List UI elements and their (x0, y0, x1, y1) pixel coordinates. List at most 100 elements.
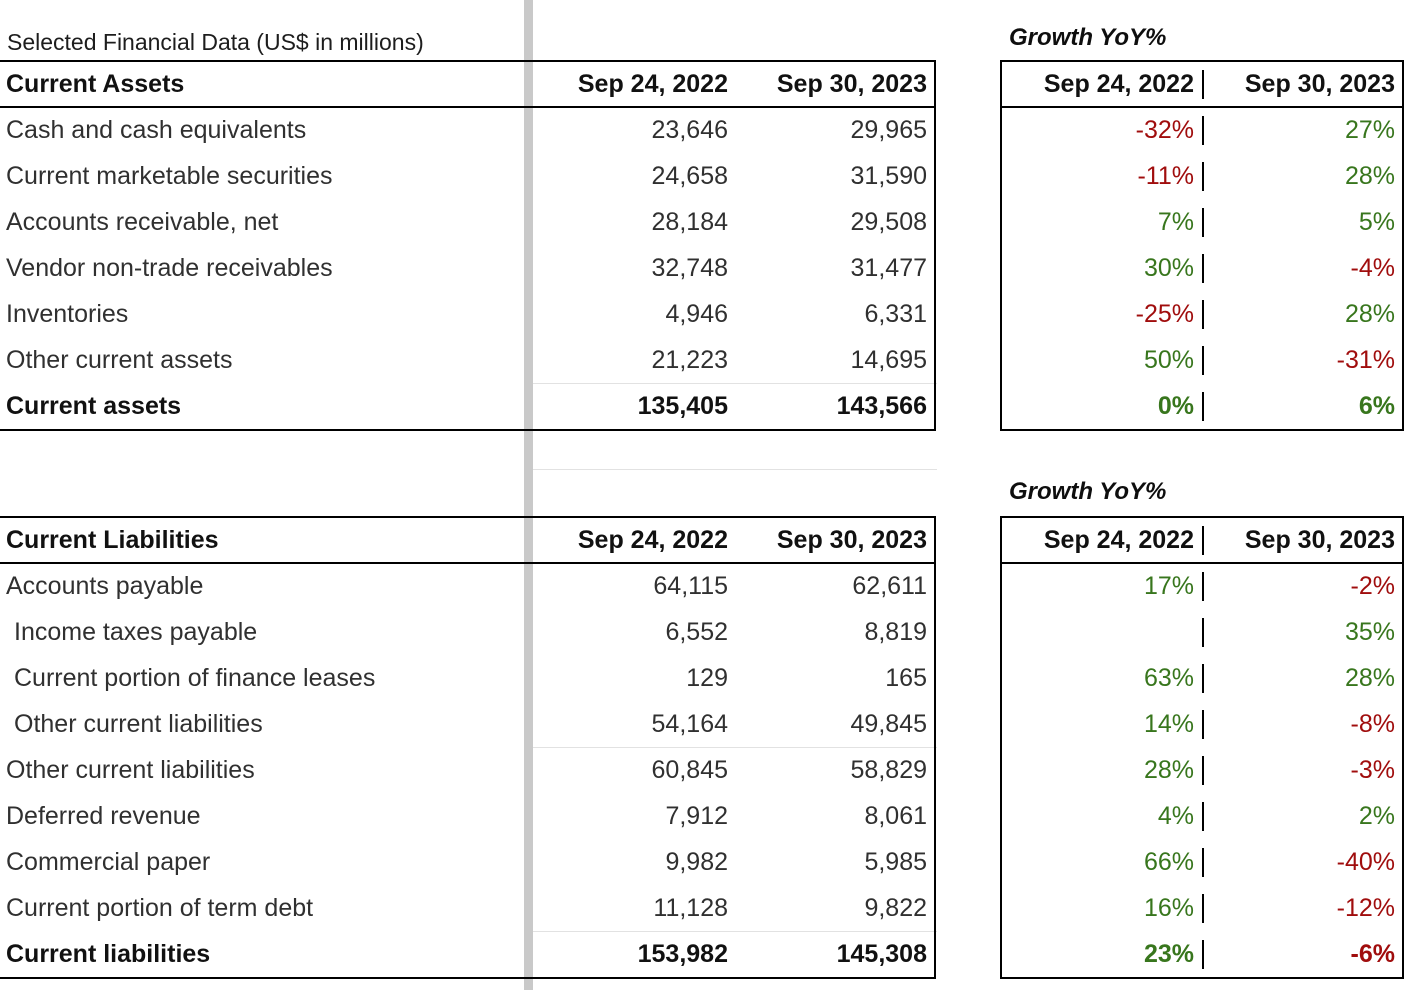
value-2022[interactable]: 7,912 (665, 801, 728, 830)
growth-row[interactable]: 4% 2% (1002, 793, 1402, 839)
growth-row[interactable]: -11% 28% (1002, 154, 1402, 200)
table-row[interactable]: Current portion of term debt 11,128 9,82… (0, 885, 934, 931)
growth-2022[interactable]: 14% (1143, 710, 1194, 739)
row-label[interactable]: Other current assets (6, 345, 233, 374)
liabilities-growth-total-row[interactable]: 23% -6% (1002, 931, 1402, 977)
row-label[interactable]: Deferred revenue (6, 801, 201, 830)
growth-header-row[interactable]: Sep 24, 2022 Sep 30, 2023 (1002, 518, 1402, 564)
growth-row[interactable]: 30% -4% (1002, 246, 1402, 292)
value-2022[interactable]: 32,748 (651, 254, 728, 283)
growth-2022[interactable]: -25% (1135, 300, 1194, 328)
growth-2022[interactable]: 7% (1157, 208, 1194, 237)
value-2022[interactable]: 60,845 (651, 756, 728, 784)
growth-2022[interactable]: 16% (1143, 893, 1194, 922)
growth-row[interactable]: -32% 27% (1002, 108, 1402, 154)
growth-total-2022[interactable]: 23% (1143, 939, 1194, 968)
table-row[interactable]: Deferred revenue 7,912 8,061 (0, 793, 934, 839)
assets-total-row[interactable]: Current assets 135,405 143,566 (0, 383, 934, 429)
growth-2022[interactable]: 30% (1143, 254, 1194, 283)
table-row[interactable]: Cash and cash equivalents 23,646 29,965 (0, 108, 934, 154)
value-2023[interactable]: 6,331 (864, 300, 927, 328)
growth-2023[interactable]: -40% (1202, 847, 1402, 877)
growth-total-2022[interactable]: 0% (1157, 391, 1194, 420)
value-2022[interactable]: 6,552 (665, 618, 728, 647)
column-header-2022[interactable]: Sep 24, 2022 (577, 69, 728, 98)
growth-2022[interactable]: 63% (1143, 664, 1194, 693)
row-label[interactable]: Commercial paper (6, 847, 211, 876)
growth-2023[interactable]: -3% (1202, 756, 1402, 785)
row-label[interactable]: Current marketable securities (6, 162, 333, 191)
column-header-2022[interactable]: Sep 24, 2022 (577, 525, 728, 554)
value-2022[interactable]: 64,115 (653, 572, 728, 601)
growth-total-2023[interactable]: 6% (1202, 391, 1402, 421)
growth-2023[interactable]: 28% (1202, 300, 1402, 329)
growth-2023[interactable]: 27% (1202, 116, 1402, 146)
value-2022[interactable]: 28,184 (651, 208, 728, 237)
value-2023[interactable]: 9,822 (864, 893, 927, 922)
value-2022[interactable]: 21,223 (651, 345, 728, 374)
growth-2023[interactable]: 28% (1202, 664, 1402, 694)
table-row[interactable]: Accounts payable 64,115 62,611 (0, 564, 934, 610)
growth-row[interactable]: 17% -2% (1002, 564, 1402, 610)
row-label[interactable]: Vendor non-trade receivables (6, 254, 333, 283)
total-value-2022[interactable]: 153,982 (637, 939, 728, 968)
table-row[interactable]: Commercial paper 9,982 5,985 (0, 839, 934, 885)
growth-2023[interactable]: 28% (1202, 162, 1402, 192)
growth-2022[interactable]: 50% (1143, 345, 1194, 374)
total-value-2023[interactable]: 145,308 (836, 939, 927, 968)
row-label[interactable]: Inventories (6, 300, 129, 328)
assets-header-row[interactable]: Current Assets Sep 24, 2022 Sep 30, 2023 (0, 60, 934, 108)
growth-2023[interactable]: -2% (1202, 572, 1402, 602)
growth-2023[interactable]: 2% (1202, 801, 1402, 831)
table-row[interactable]: Vendor non-trade receivables 32,748 31,4… (0, 246, 934, 292)
total-label[interactable]: Current liabilities (6, 939, 211, 968)
liabilities-section-header[interactable]: Current Liabilities (6, 525, 219, 554)
value-2022[interactable]: 4,946 (665, 300, 728, 328)
value-2022[interactable]: 24,658 (651, 162, 728, 191)
row-label[interactable]: Income taxes payable (14, 618, 258, 647)
row-label[interactable]: Accounts payable (6, 572, 204, 601)
row-label[interactable]: Cash and cash equivalents (6, 116, 307, 145)
growth-row[interactable]: 66% -40% (1002, 839, 1402, 885)
value-2022[interactable]: 23,646 (651, 116, 728, 145)
growth-2022[interactable]: -11% (1137, 162, 1194, 191)
growth-column-header-2023[interactable]: Sep 30, 2023 (1202, 525, 1402, 555)
value-2023[interactable]: 14,695 (850, 345, 927, 374)
growth-header-row[interactable]: Sep 24, 2022 Sep 30, 2023 (1002, 62, 1402, 108)
growth-2023[interactable]: -4% (1202, 254, 1402, 284)
table-row[interactable]: Other current liabilities 60,845 58,829 (0, 748, 934, 794)
growth-2023[interactable]: -31% (1202, 345, 1402, 375)
value-2023[interactable]: 31,477 (850, 254, 927, 283)
growth-column-header-2022[interactable]: Sep 24, 2022 (1043, 525, 1194, 554)
assets-growth-total-row[interactable]: 0% 6% (1002, 383, 1402, 429)
growth-row[interactable]: 63% 28% (1002, 656, 1402, 702)
value-2022[interactable]: 9,982 (665, 847, 728, 876)
growth-2023[interactable]: -8% (1202, 710, 1402, 740)
value-2023[interactable]: 49,845 (850, 710, 927, 739)
row-label[interactable]: Accounts receivable, net (6, 208, 279, 237)
value-2022[interactable]: 11,128 (653, 893, 728, 922)
growth-2022[interactable]: 4% (1157, 801, 1194, 830)
assets-section-header[interactable]: Current Assets (6, 69, 185, 98)
value-2023[interactable]: 8,061 (864, 801, 927, 830)
growth-2023[interactable]: 35% (1202, 618, 1402, 648)
table-row[interactable]: Current marketable securities 24,658 31,… (0, 154, 934, 200)
table-row[interactable]: Income taxes payable 6,552 8,819 (0, 610, 934, 656)
value-2023[interactable]: 31,590 (850, 162, 927, 191)
row-label[interactable]: Current portion of term debt (6, 893, 314, 922)
growth-2023[interactable]: -12% (1202, 893, 1402, 923)
table-row[interactable]: Current portion of finance leases 129 16… (0, 656, 934, 702)
table-row[interactable]: Accounts receivable, net 28,184 29,508 (0, 200, 934, 246)
value-2023[interactable]: 62,611 (852, 572, 927, 601)
growth-2022[interactable]: 17% (1143, 572, 1194, 601)
frozen-pane-divider[interactable] (524, 0, 533, 990)
growth-row[interactable]: 50% -31% (1002, 337, 1402, 383)
growth-2022[interactable]: 28% (1143, 756, 1194, 784)
growth-column-header-2023[interactable]: Sep 30, 2023 (1202, 69, 1402, 99)
value-2022[interactable]: 54,164 (651, 710, 728, 739)
value-2023[interactable]: 8,819 (864, 618, 927, 647)
growth-2023[interactable]: 5% (1202, 208, 1402, 238)
growth-row[interactable]: 16% -12% (1002, 885, 1402, 931)
growth-row[interactable]: 28% -3% (1002, 748, 1402, 794)
growth-row[interactable]: 35% (1002, 610, 1402, 656)
